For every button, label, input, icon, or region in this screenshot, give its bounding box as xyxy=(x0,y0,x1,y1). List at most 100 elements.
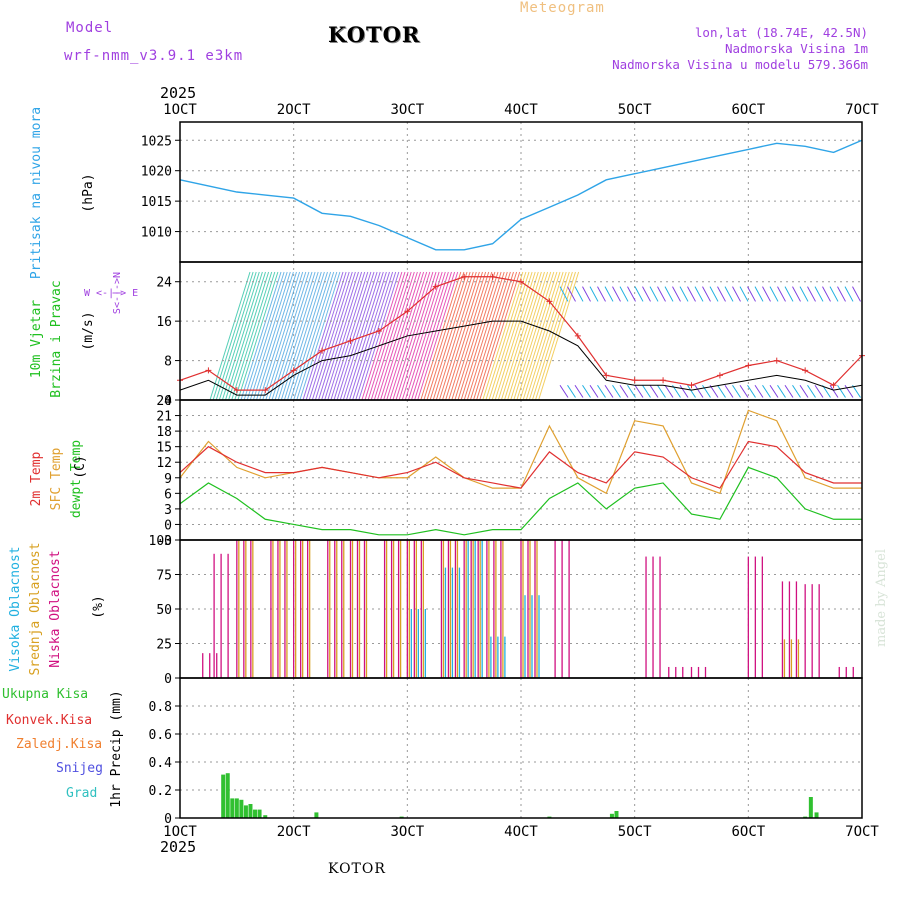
wind-barb xyxy=(330,271,372,401)
wind-barb xyxy=(769,384,779,398)
wind-barb xyxy=(531,271,573,401)
wind-barb xyxy=(476,271,518,401)
meteogram-subtitle: Meteogram xyxy=(520,0,605,16)
wind-barb xyxy=(784,384,794,398)
wind-barb xyxy=(333,271,375,401)
wind-barb xyxy=(589,384,599,398)
wind-barb xyxy=(414,271,456,401)
wind-barb xyxy=(218,271,260,401)
wind-barb xyxy=(814,384,824,398)
wind-barb xyxy=(559,286,569,302)
wind-barb xyxy=(299,271,341,401)
x-tick-label-bottom: 4OCT xyxy=(504,824,538,840)
wind-gust-marker xyxy=(716,372,723,379)
wind-barb xyxy=(664,384,674,398)
wind-barb xyxy=(442,271,483,401)
y-tick-label: 0 xyxy=(164,812,172,827)
y-tick-label: 8 xyxy=(164,355,172,370)
wind-barb xyxy=(709,286,719,302)
wind-barb xyxy=(349,271,390,401)
wind-speed-line xyxy=(179,320,863,396)
wind-barb xyxy=(500,271,542,401)
model-name: wrf-nmm_v3.9.1 e3km xyxy=(64,48,244,64)
wind-barb xyxy=(252,271,294,401)
wind-barb xyxy=(619,384,629,398)
x-tick-label-bottom: 3OCT xyxy=(390,824,424,840)
wind-gust-marker xyxy=(546,298,553,305)
precip-bar xyxy=(314,812,319,818)
year-top: 2025 xyxy=(160,84,197,102)
wind-barb xyxy=(679,286,689,302)
x-tick-label-top: 6OCT xyxy=(731,102,765,118)
wind-barb xyxy=(777,286,786,302)
wind-barb xyxy=(525,271,567,401)
wind-barb xyxy=(522,271,564,401)
wind-barb xyxy=(604,384,614,398)
precip-bar xyxy=(814,812,819,818)
dewpoint-line xyxy=(179,466,862,536)
pressure-line xyxy=(179,139,863,251)
wind-gust-marker xyxy=(574,332,581,339)
wind-gust-marker xyxy=(375,328,382,334)
wind-barb xyxy=(364,271,406,401)
wind-barb xyxy=(574,384,584,398)
wind-barb xyxy=(604,286,614,302)
altitude-text: Nadmorska Visina 1m xyxy=(725,41,868,56)
y-tick-label: 0 xyxy=(164,672,172,687)
wind-barb xyxy=(256,271,297,401)
wind-barb xyxy=(426,271,468,401)
wind-barb xyxy=(732,286,741,302)
wind-barb xyxy=(822,286,831,302)
wind-barb xyxy=(355,271,397,401)
wind-barb xyxy=(215,271,257,401)
precip-snow-label: Snijeg xyxy=(56,761,103,776)
wind-barb xyxy=(829,286,839,302)
wind-barb xyxy=(336,271,378,401)
wind-barb xyxy=(574,286,584,302)
wind-barb xyxy=(243,271,285,401)
wind-barb xyxy=(324,271,366,401)
wind-barb xyxy=(318,271,359,401)
precip-bar xyxy=(263,815,268,818)
wind-barb xyxy=(799,286,809,302)
precip-bar xyxy=(808,797,813,818)
y-tick-label: 0.6 xyxy=(149,728,172,743)
wind-gust-marker xyxy=(347,337,354,344)
wind-barb xyxy=(754,384,764,398)
wind-barb xyxy=(657,286,666,302)
y-tick-label: 75 xyxy=(156,569,172,584)
precip-bar xyxy=(221,774,226,818)
y-tick-label: 12 xyxy=(156,456,172,471)
wind-barb xyxy=(739,286,749,302)
wind-barb xyxy=(311,271,353,401)
wind-barb xyxy=(293,271,335,401)
wind-barb xyxy=(271,271,313,401)
y-tick-label: 1010 xyxy=(141,226,172,241)
wind-barb xyxy=(404,271,446,401)
wind-barb xyxy=(739,384,749,398)
wind-barb xyxy=(724,286,734,302)
wind-barb xyxy=(837,286,846,302)
wind-barb xyxy=(240,271,282,401)
precip-bar xyxy=(257,809,262,818)
y-tick-label: 3 xyxy=(164,503,172,518)
wind-gust-marker xyxy=(262,387,269,394)
wind-barb xyxy=(448,271,490,401)
x-tick-label-bottom: 5OCT xyxy=(618,824,652,840)
wind-barb xyxy=(209,271,251,401)
wind-barb xyxy=(491,271,533,401)
y-tick-label: 25 xyxy=(156,638,172,653)
wind-barb xyxy=(799,384,809,398)
compass-icon: W <-|-> E xyxy=(84,288,139,299)
wind-barb xyxy=(451,271,493,401)
x-tick-label-bottom: 2OCT xyxy=(277,824,311,840)
wind-barb xyxy=(567,384,576,398)
wind-gust-marker xyxy=(688,382,695,389)
wind-barb xyxy=(528,271,570,401)
wind-barb xyxy=(687,286,696,302)
wind-barb xyxy=(370,271,412,401)
lonlat-text: lon,lat (18.74E, 42.5N) xyxy=(694,25,868,40)
wind-barb xyxy=(308,271,350,401)
wind-barb xyxy=(401,271,443,401)
footer-title: KOTOR xyxy=(328,861,386,877)
